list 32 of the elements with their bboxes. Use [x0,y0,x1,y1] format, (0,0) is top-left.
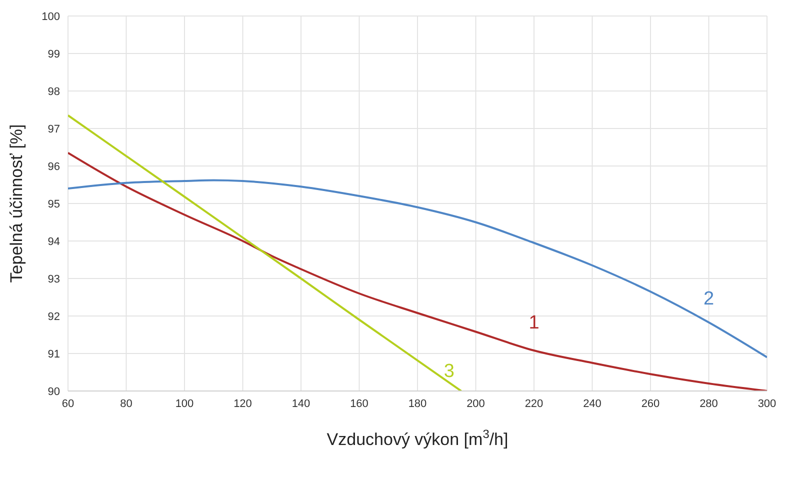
x-tick-label: 80 [120,398,132,410]
x-tick-label: 300 [758,398,776,410]
x-tick-label: 160 [350,398,368,410]
x-tick-label: 100 [175,398,194,410]
x-tick-label: 60 [62,398,74,410]
x-tick-label: 220 [524,398,544,410]
x-tick-label: 200 [466,398,485,410]
y-tick-label: 94 [48,236,60,248]
y-tick-label: 92 [48,310,60,323]
line-series [68,179,767,358]
y-tick-label: 90 [48,386,60,398]
x-tick-label: 120 [234,398,252,410]
x-axis-title: Vzduchový výkon [m$^{3}$/h] [326,427,508,449]
y-tick-label: 96 [48,160,60,173]
series-label: 1 [528,312,540,334]
x-tick-label: 280 [700,398,718,410]
y-tick-label: 98 [48,86,60,98]
series-label: 2 [703,288,714,310]
series-label: 3 [444,361,454,382]
y-tick-label: 91 [48,348,60,360]
y-axis-title: Tepelná účinnosť [%] [7,124,26,283]
y-tick-label: 93 [48,273,60,286]
y-tick-label: 99 [48,48,60,60]
x-tick-label: 240 [583,398,602,410]
x-tick-label: 180 [408,398,427,410]
y-tick-label: 100 [42,10,60,23]
x-tick-label: 260 [641,398,660,410]
line-series [68,114,462,391]
x-tick-label: 140 [292,398,310,410]
y-tick-label: 95 [48,198,60,210]
line-series [68,152,767,391]
y-tick-label: 97 [48,123,60,136]
